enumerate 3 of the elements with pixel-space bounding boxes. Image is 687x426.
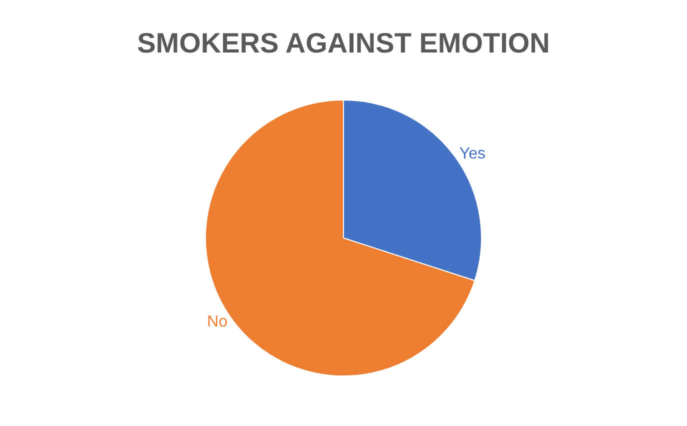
slice-label: No [207,314,228,331]
slice-label: Yes [459,145,486,162]
chart-title: SMOKERS AGAINST EMOTION [137,27,550,58]
